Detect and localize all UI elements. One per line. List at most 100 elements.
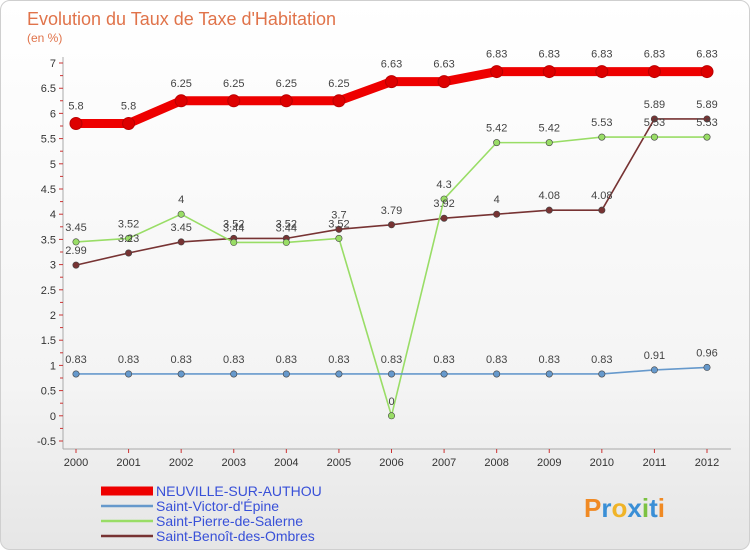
x-tick-label: 2009 xyxy=(537,457,561,469)
legend-label: Saint-Pierre-de-Salerne xyxy=(156,513,303,529)
data-point xyxy=(493,139,501,147)
data-point xyxy=(177,370,185,378)
data-point xyxy=(174,94,188,108)
logo-letter: r xyxy=(601,493,611,523)
y-tick-label: 7 xyxy=(50,58,56,70)
data-label: 3.79 xyxy=(381,205,402,217)
data-point xyxy=(387,221,395,229)
data-label: 3.52 xyxy=(118,218,139,230)
data-label: 0.83 xyxy=(539,354,560,366)
y-tick-label: 2 xyxy=(50,310,56,322)
data-label: 5.53 xyxy=(591,117,612,129)
data-point xyxy=(437,75,451,89)
data-point xyxy=(385,75,398,89)
y-tick-label: 0.5 xyxy=(41,386,56,398)
x-tick-label: 2006 xyxy=(379,457,403,469)
data-point xyxy=(230,238,238,246)
data-point xyxy=(650,115,658,123)
data-point xyxy=(335,225,343,233)
data-label: 0.83 xyxy=(118,354,139,366)
data-point xyxy=(72,261,80,269)
data-label: 4.08 xyxy=(591,190,612,202)
logo-letter: t xyxy=(649,493,658,523)
data-label: 5.53 xyxy=(696,117,717,129)
x-tick-label: 2003 xyxy=(222,457,246,469)
legend-label: Saint-Benoît-des-Ombres xyxy=(156,528,315,544)
x-tick-label: 2008 xyxy=(484,457,508,469)
data-label: 5.8 xyxy=(68,100,83,112)
y-tick-label: 2.5 xyxy=(41,285,56,297)
x-tick-label: 2005 xyxy=(327,457,351,469)
data-label: 4 xyxy=(494,194,500,206)
data-point xyxy=(440,370,448,378)
data-point xyxy=(650,366,658,374)
y-tick-label: 3.5 xyxy=(41,234,56,246)
data-point xyxy=(440,214,448,222)
data-label: 0.83 xyxy=(433,354,454,366)
data-label: 3.45 xyxy=(65,222,86,234)
y-tick-label: 0 xyxy=(50,411,56,423)
data-label: 3.45 xyxy=(170,222,191,234)
data-label: 0.83 xyxy=(328,354,349,366)
proxiti-logo: Proxiti xyxy=(584,493,665,523)
data-point xyxy=(703,133,711,141)
data-label: 4 xyxy=(178,194,184,206)
data-label: 3.44 xyxy=(223,222,244,234)
data-point xyxy=(72,370,80,378)
data-label: 6.83 xyxy=(591,49,612,61)
data-label: 6.25 xyxy=(170,78,191,90)
data-label: 3.52 xyxy=(328,218,349,230)
data-label: 3.52 xyxy=(223,218,244,230)
data-label: 0.83 xyxy=(223,354,244,366)
data-point xyxy=(598,206,606,214)
data-label: 6.25 xyxy=(276,78,297,90)
data-point xyxy=(440,195,448,203)
data-point xyxy=(125,370,133,378)
data-point xyxy=(279,94,293,108)
legend-label: Saint-Victor-d'Épine xyxy=(156,498,279,514)
data-point xyxy=(703,115,711,123)
x-tick-label: 2004 xyxy=(274,457,298,469)
data-label: 3.52 xyxy=(276,218,297,230)
x-tick-label: 2000 xyxy=(64,457,88,469)
x-tick-label: 2010 xyxy=(590,457,614,469)
series-layer xyxy=(69,65,714,420)
data-label: 6.25 xyxy=(223,78,244,90)
logo-letter: o xyxy=(611,493,627,523)
data-label: 5.89 xyxy=(644,99,665,111)
data-label: 5.8 xyxy=(121,100,136,112)
data-label: 6.83 xyxy=(486,49,507,61)
data-label: 6.63 xyxy=(381,59,402,71)
y-tick-label: -0.5 xyxy=(37,436,56,448)
x-tick-label: 2007 xyxy=(432,457,456,469)
data-point xyxy=(493,370,501,378)
data-label: 0.83 xyxy=(170,354,191,366)
data-point xyxy=(335,234,343,242)
data-labels-layer: 2.993.233.45 3.52 3.523.7 3.793.92 4 4.08 4.08… xyxy=(65,49,717,408)
data-point xyxy=(598,370,606,378)
data-point xyxy=(177,210,185,218)
data-label: 6.25 xyxy=(328,78,349,90)
y-tick-label: 6 xyxy=(50,108,56,120)
x-tick-label: 2011 xyxy=(643,457,667,469)
data-point xyxy=(545,370,553,378)
data-point xyxy=(700,65,714,79)
data-point xyxy=(647,65,661,79)
data-label: 6.63 xyxy=(433,59,454,71)
data-label: 0 xyxy=(388,396,394,408)
x-tick-label: 2002 xyxy=(169,457,193,469)
data-point xyxy=(545,139,553,147)
data-label: 0.83 xyxy=(381,354,402,366)
data-point xyxy=(230,370,238,378)
data-label: 6.83 xyxy=(696,49,717,61)
data-point xyxy=(595,65,609,79)
y-axis-unit-label: (en %) xyxy=(27,31,62,45)
y-tick-label: 4.5 xyxy=(41,184,56,196)
y-tick-label: 1.5 xyxy=(41,335,56,347)
data-label: 2.99 xyxy=(65,245,86,257)
logo-letter: P xyxy=(584,493,601,523)
data-point xyxy=(490,65,504,79)
data-point xyxy=(542,65,556,79)
